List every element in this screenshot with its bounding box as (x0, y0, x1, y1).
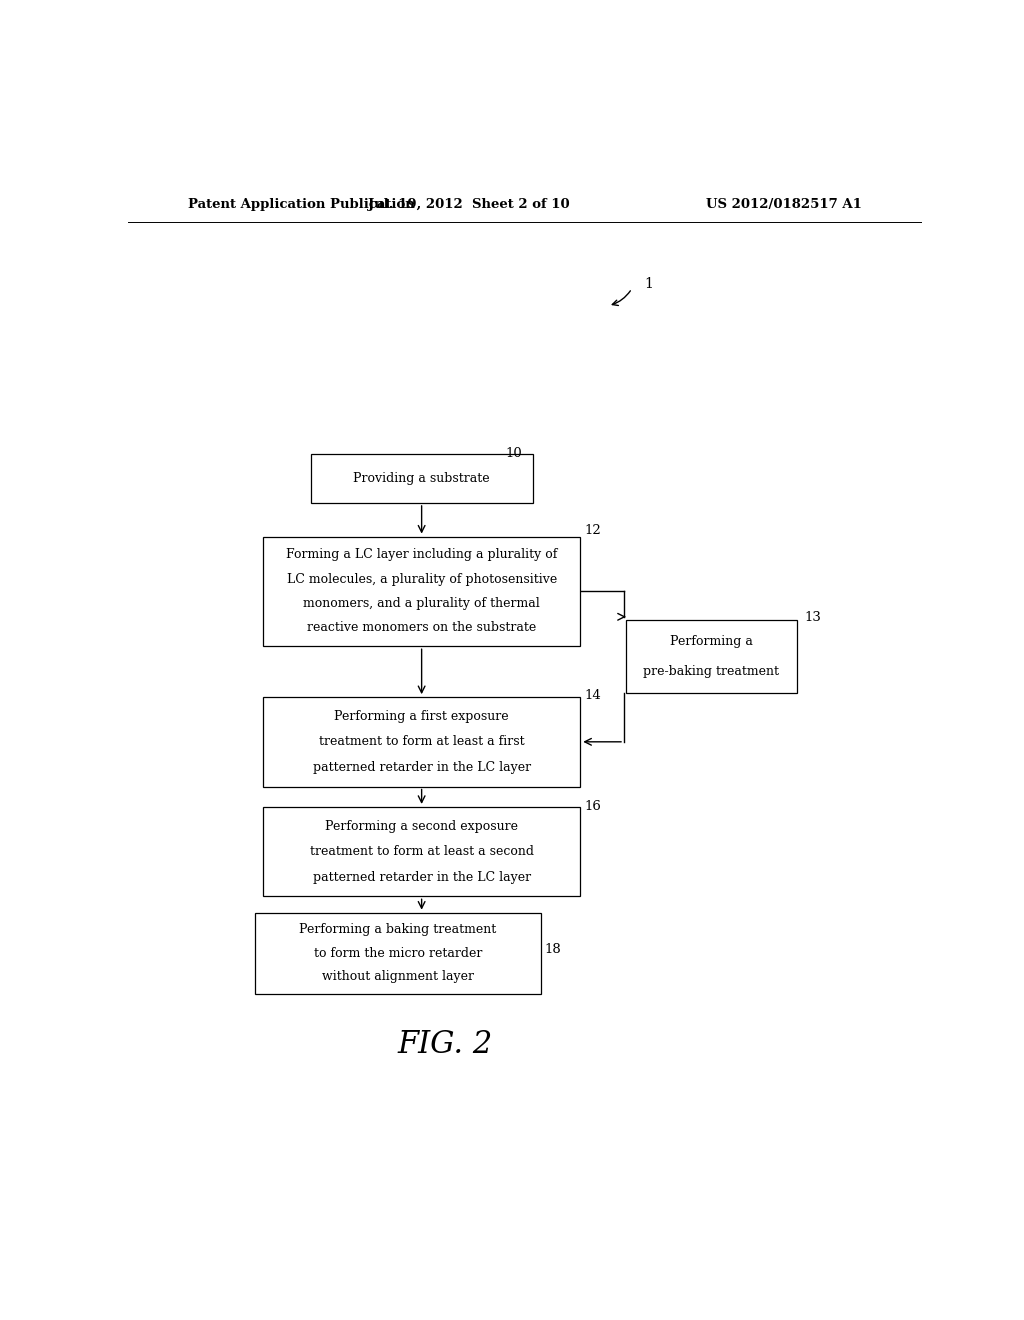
Text: to form the micro retarder: to form the micro retarder (313, 946, 482, 960)
Text: 10: 10 (505, 446, 521, 459)
Text: LC molecules, a plurality of photosensitive: LC molecules, a plurality of photosensit… (287, 573, 557, 586)
Text: 13: 13 (804, 611, 821, 624)
Text: patterned retarder in the LC layer: patterned retarder in the LC layer (312, 871, 530, 883)
Text: 14: 14 (585, 689, 601, 701)
Text: Forming a LC layer including a plurality of: Forming a LC layer including a plurality… (286, 548, 557, 561)
Text: Patent Application Publication: Patent Application Publication (187, 198, 415, 211)
Text: treatment to form at least a first: treatment to form at least a first (318, 735, 524, 748)
Bar (255, 912, 541, 994)
Text: reactive monomers on the substrate: reactive monomers on the substrate (307, 622, 537, 635)
Text: treatment to form at least a second: treatment to form at least a second (309, 845, 534, 858)
Bar (263, 807, 581, 896)
Text: Providing a substrate: Providing a substrate (353, 473, 489, 484)
Text: 16: 16 (585, 800, 601, 813)
Bar (263, 697, 581, 787)
Text: Performing a first exposure: Performing a first exposure (334, 710, 509, 723)
Text: Performing a: Performing a (670, 635, 753, 648)
Bar (263, 536, 581, 647)
Bar (626, 620, 797, 693)
Text: Performing a second exposure: Performing a second exposure (326, 820, 518, 833)
Text: without alignment layer: without alignment layer (322, 970, 474, 983)
Bar (310, 454, 532, 503)
Text: patterned retarder in the LC layer: patterned retarder in the LC layer (312, 760, 530, 774)
Text: monomers, and a plurality of thermal: monomers, and a plurality of thermal (303, 597, 540, 610)
Text: Jul. 19, 2012  Sheet 2 of 10: Jul. 19, 2012 Sheet 2 of 10 (369, 198, 570, 211)
Text: FIG. 2: FIG. 2 (397, 1030, 494, 1060)
Text: 1: 1 (644, 277, 652, 292)
Text: 12: 12 (585, 524, 601, 537)
Text: US 2012/0182517 A1: US 2012/0182517 A1 (707, 198, 862, 211)
Text: 18: 18 (545, 942, 561, 956)
Text: Performing a baking treatment: Performing a baking treatment (299, 924, 497, 936)
Text: pre-baking treatment: pre-baking treatment (643, 664, 779, 677)
